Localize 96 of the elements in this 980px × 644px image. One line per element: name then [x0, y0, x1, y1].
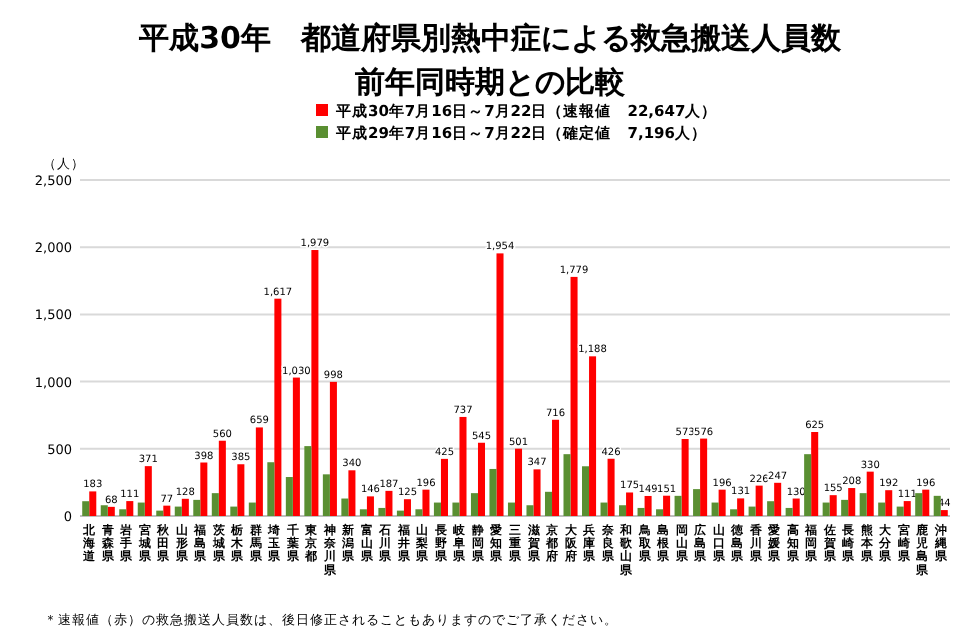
bar: [359, 509, 367, 516]
chart-title: 平成30年 都道府県別熱中症による救急搬送人員数: [137, 20, 843, 56]
bar: [607, 458, 615, 516]
bar: [304, 446, 312, 516]
bar: [452, 502, 460, 516]
bar: [915, 493, 923, 516]
bar: [730, 509, 738, 516]
bar: [341, 498, 349, 516]
bar: [248, 502, 256, 516]
bar: [100, 505, 108, 516]
bar: [163, 505, 171, 516]
bar: [811, 432, 819, 516]
bar: [507, 502, 515, 516]
bar: [82, 501, 90, 516]
bar: [396, 510, 404, 516]
bar: [415, 509, 423, 516]
bar: [311, 250, 319, 516]
bar: [674, 495, 682, 516]
bar: [570, 276, 578, 516]
bar: [878, 502, 886, 516]
bar: [230, 506, 238, 516]
bar: [459, 416, 467, 516]
bar: [285, 477, 293, 516]
bar: [107, 506, 115, 516]
bar: [200, 462, 208, 516]
bar: [656, 509, 664, 516]
bar: [774, 482, 782, 516]
bar: [89, 491, 97, 516]
bar: [619, 505, 627, 516]
bar: [804, 454, 812, 516]
bar: [748, 506, 756, 516]
bar: [829, 495, 837, 516]
bar: [366, 496, 374, 516]
bar: [755, 485, 763, 516]
bar: [181, 498, 189, 516]
bar: [940, 510, 948, 516]
bar: [582, 466, 590, 516]
bar: [329, 381, 337, 516]
bar: [533, 469, 541, 516]
bar: [267, 462, 275, 516]
bar: [193, 499, 201, 516]
bar: [896, 506, 904, 516]
bar: [348, 470, 356, 516]
bar: [322, 474, 330, 516]
bar: [274, 298, 282, 516]
bar: [137, 502, 145, 516]
bar: [563, 454, 571, 516]
bar: [626, 492, 634, 516]
bar: [218, 440, 226, 516]
bar: [718, 489, 726, 516]
bar: [903, 501, 911, 516]
bar: [737, 498, 745, 516]
bar: [385, 490, 393, 516]
bar: [922, 489, 930, 516]
bar: [822, 502, 830, 516]
bar: [552, 419, 560, 516]
bar: [144, 466, 152, 516]
bar: [767, 501, 775, 516]
bar: [589, 356, 597, 516]
bar: [711, 502, 719, 516]
bar: [859, 493, 867, 516]
bar: [785, 507, 793, 516]
bar: [637, 507, 645, 516]
bar: [422, 489, 430, 516]
bar: [174, 506, 182, 516]
bar: [156, 510, 164, 516]
bar: [237, 464, 245, 516]
bar: [700, 438, 708, 516]
bar: [841, 499, 849, 516]
bar: [378, 507, 386, 516]
bar: [292, 377, 300, 516]
bar: [693, 489, 701, 516]
bar: [433, 502, 441, 516]
bar: [848, 488, 856, 516]
bar: [119, 509, 127, 516]
bar: [403, 499, 411, 516]
bar: [515, 448, 523, 516]
bar: [544, 491, 553, 516]
bar: [866, 471, 874, 516]
bar: [681, 438, 689, 516]
bar: [255, 427, 263, 516]
bar: [440, 458, 448, 516]
bar: [470, 493, 478, 516]
bar: [489, 468, 497, 516]
bar: [644, 495, 652, 516]
bar: [663, 495, 671, 516]
bar: [526, 505, 534, 516]
bar: [600, 502, 608, 516]
bar: [933, 495, 941, 516]
bar: [496, 253, 504, 516]
bar: [126, 501, 134, 516]
bar: [477, 442, 486, 516]
bar: [885, 490, 893, 516]
bar: [792, 498, 800, 516]
bar: [211, 493, 219, 516]
chart-subtitle: 前年同時期との比較: [353, 64, 627, 100]
